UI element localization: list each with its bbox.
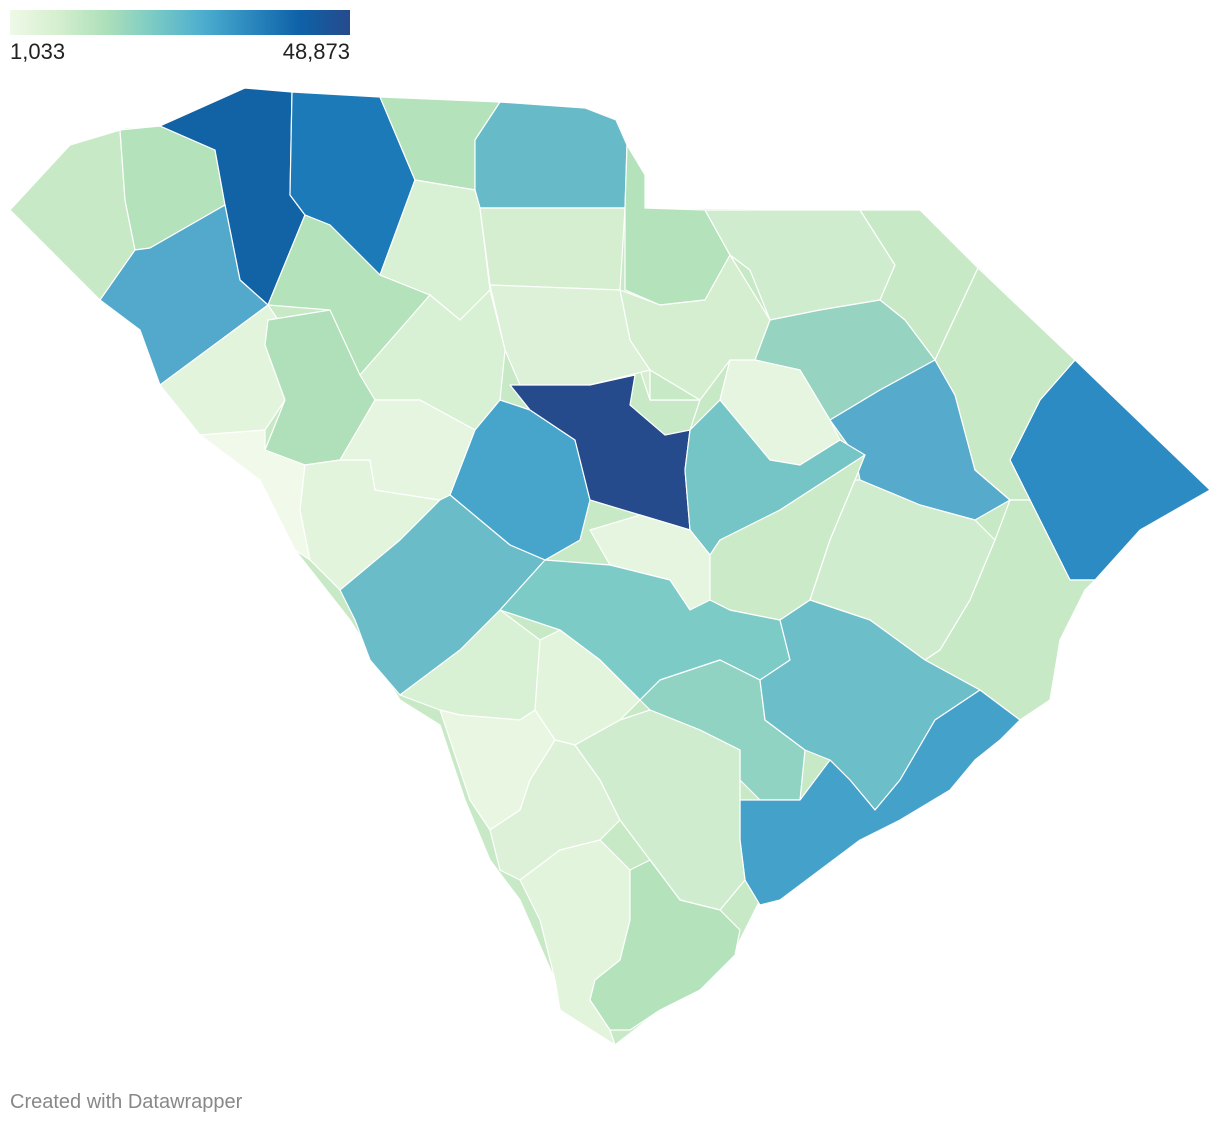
south-carolina-county-map [9, 87, 1211, 1046]
legend-gradient [10, 10, 350, 35]
county-beaufort[interactable] [589, 859, 741, 1031]
datawrapper-credit: Created with Datawrapper [10, 1091, 243, 1113]
legend-max-label: 48,873 [282, 39, 350, 64]
county-anderson[interactable] [99, 204, 269, 386]
county-chester[interactable] [479, 207, 626, 291]
color-legend: 1,033 48,873 [10, 10, 350, 64]
county-fairfield[interactable] [489, 284, 651, 386]
county-oconee[interactable] [9, 129, 136, 301]
legend-gradient-bar [10, 10, 350, 35]
county-york[interactable] [474, 101, 628, 209]
county-georgetown[interactable] [924, 499, 1096, 721]
legend-min-label: 1,033 [10, 39, 66, 64]
county-charleston[interactable] [739, 689, 1021, 906]
county-marion[interactable] [934, 267, 1076, 501]
county-colleton[interactable] [574, 709, 746, 911]
